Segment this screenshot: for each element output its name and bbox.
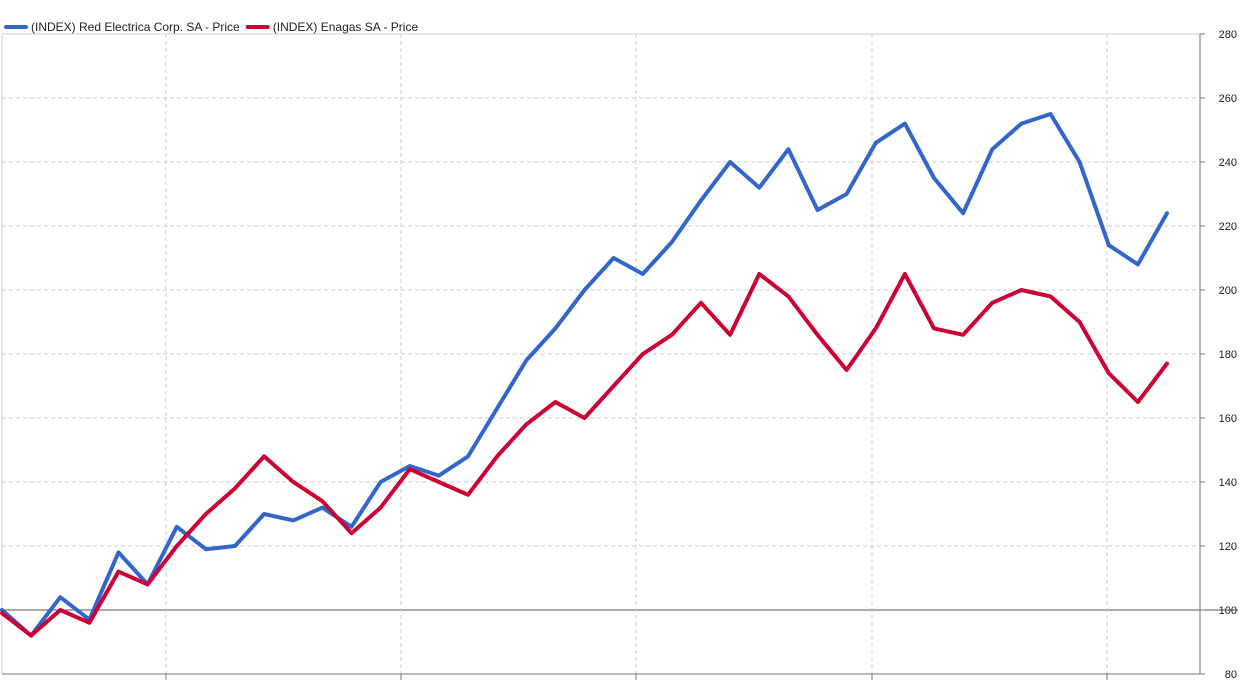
y-tick-label: 220	[1219, 221, 1237, 233]
legend-label-1: (INDEX) Red Electrica Corp. SA - Price	[31, 20, 240, 34]
y-tick-label: 200	[1219, 285, 1237, 297]
y-tick-label: 140	[1219, 477, 1237, 489]
legend-label-2: (INDEX) Enagas SA - Price	[273, 20, 419, 34]
y-tick-label: 180	[1219, 349, 1237, 361]
series-line-1	[0, 112, 1169, 638]
y-tick-label: 280	[1219, 29, 1237, 41]
y-tick-label: 260	[1219, 93, 1237, 105]
axis-layer: 80 100 120 140 160 180 200 220 240 260 280	[2, 29, 1237, 681]
y-tick-label: 100	[1219, 605, 1237, 617]
series-line-2	[0, 272, 1169, 638]
series-layer	[0, 112, 1169, 638]
y-tick-label: 120	[1219, 541, 1237, 553]
legend: (INDEX) Red Electrica Corp. SA - Price (I…	[4, 20, 419, 34]
y-tick-label: 80	[1225, 669, 1237, 681]
y-tick-label: 240	[1219, 157, 1237, 169]
grid-layer	[1, 33, 1238, 674]
y-tick-label: 160	[1219, 413, 1237, 425]
